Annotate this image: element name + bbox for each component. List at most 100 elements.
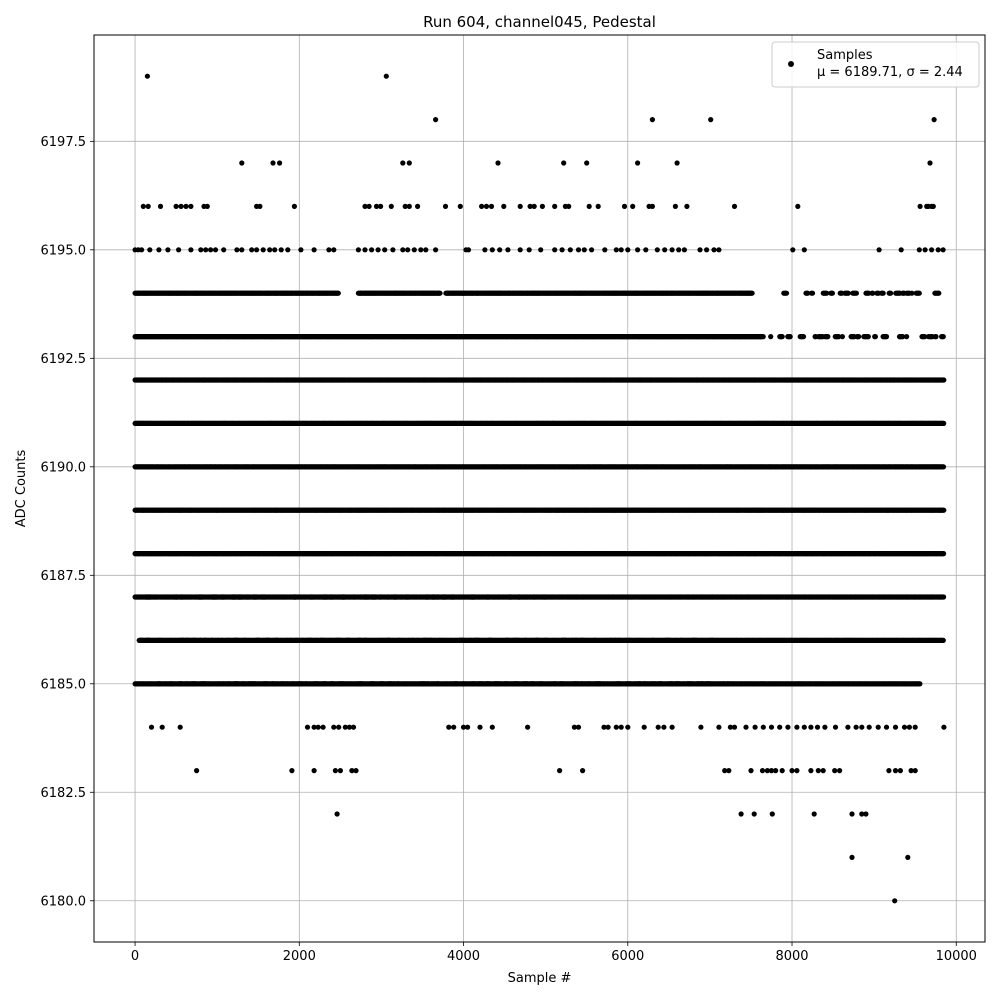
data-point [750,291,755,296]
data-point [802,247,807,252]
data-point [495,160,500,165]
data-point [518,247,523,252]
data-point [331,725,336,730]
data-point [635,160,640,165]
data-point [139,247,144,252]
data-point [188,247,193,252]
data-point [863,811,868,816]
data-point [732,725,737,730]
data-point [277,160,282,165]
data-point [773,768,778,773]
data-point [711,247,716,252]
data-point [716,247,721,252]
data-point [812,811,817,816]
data-point [518,204,523,209]
data-point [760,768,765,773]
data-point [854,725,859,730]
data-point [221,247,226,252]
data-point [353,768,358,773]
data-point [899,247,904,252]
data-point [369,247,374,252]
data-point [743,725,748,730]
data-point [785,725,790,730]
data-point [141,204,146,209]
data-point [859,725,864,730]
data-point [465,725,470,730]
data-point [780,768,785,773]
data-point [673,204,678,209]
data-point [267,247,272,252]
data-point [936,247,941,252]
data-point [552,204,557,209]
data-point [816,768,821,773]
data-point [635,247,640,252]
data-point [643,247,648,252]
data-point [642,725,647,730]
data-point [614,247,619,252]
data-point [795,204,800,209]
data-point [178,725,183,730]
data-point [924,204,929,209]
data-point [234,247,239,252]
data-point [333,768,338,773]
data-point [156,247,161,252]
data-point [580,768,585,773]
data-point [165,247,170,252]
data-point [670,247,675,252]
data-point [316,725,321,730]
data-point [532,204,537,209]
data-point [877,247,882,252]
data-point [389,204,394,209]
data-point [561,160,566,165]
data-point [367,204,372,209]
data-point [289,768,294,773]
data-point [941,377,946,382]
data-point [582,247,587,252]
data-point [557,768,562,773]
data-point [587,204,592,209]
data-point [149,725,154,730]
data-point [145,74,150,79]
data-point [619,247,624,252]
data-point [794,725,799,730]
data-point [336,291,341,296]
data-point [272,247,277,252]
data-point [176,247,181,252]
data-point [821,768,826,773]
data-point [351,725,356,730]
data-point [484,204,489,209]
data-point [650,204,655,209]
data-point [160,725,165,730]
data-point [205,204,210,209]
data-point [907,725,912,730]
data-point [527,247,532,252]
data-point [802,725,807,730]
data-point [407,160,412,165]
data-point [497,247,502,252]
data-point [833,725,838,730]
data-point [158,204,163,209]
data-point [257,204,262,209]
data-point [625,725,630,730]
data-point [239,247,244,252]
data-point [335,811,340,816]
data-point [698,725,703,730]
data-point [913,768,918,773]
data-point [451,725,456,730]
data-point [726,768,731,773]
data-point [382,247,387,252]
data-point [684,204,689,209]
data-point [655,247,660,252]
data-point [732,204,737,209]
data-point [913,725,918,730]
data-point [837,768,842,773]
data-point [661,725,666,730]
data-point [326,247,331,252]
data-point [298,247,303,252]
data-point [845,725,850,730]
data-point [362,247,367,252]
data-point [815,725,820,730]
data-point [927,160,932,165]
